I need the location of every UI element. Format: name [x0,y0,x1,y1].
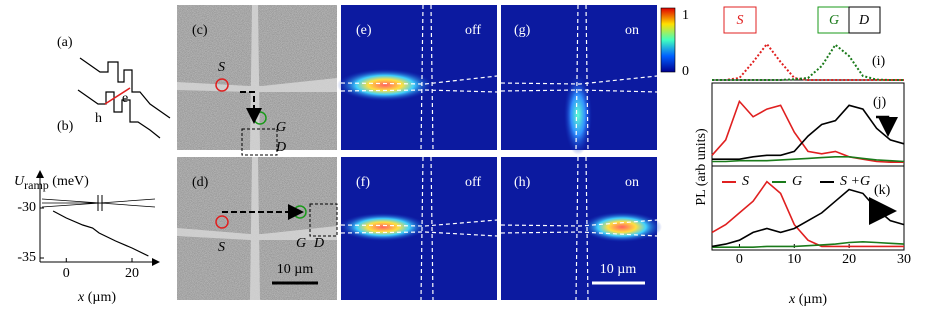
data-line [711,99,904,163]
data-line [711,188,905,248]
x-tick-label: 10 [787,252,801,267]
data-line [712,104,905,160]
site-label: G [276,120,286,135]
data-line [712,240,905,248]
panel-label: (c) [192,23,208,38]
legend-label: S [742,174,749,189]
box-label: S [737,13,744,28]
x-tick-label: 30 [897,252,911,267]
data-line [712,42,904,81]
carrier-label: h [95,111,102,126]
x-axis-label: x (µm) [788,292,827,307]
site-label: S [218,60,225,75]
state-label: on [625,23,639,38]
pl-axes [711,6,905,251]
panel-label: (e) [356,23,372,38]
state-label: off [465,23,481,38]
scale-bar-label: 10 µm [277,262,314,277]
legend-label: S +G [840,174,870,189]
data-line [52,210,149,257]
y-tick-label: -30 [17,200,36,215]
site-label: S [218,240,225,255]
colorbar-label: 1 [682,8,689,23]
box-label: D [858,13,869,28]
panel-label: (g) [514,23,531,38]
x-tick-label: 0 [63,266,70,281]
panel-label: (a) [57,35,73,50]
site-label: D [275,140,286,155]
x-tick-label: 20 [125,266,139,281]
panel-label: (b) [57,119,74,134]
panel-label: (j) [873,95,887,110]
sem-images [177,5,338,300]
y-axis-label: Uramp (meV) [14,174,89,192]
colorbar-label: 0 [682,64,689,79]
scale-bar-label: 10 µm [600,262,637,277]
site-label: G [296,236,306,251]
site-label: D [313,236,324,251]
panel-label: (h) [514,175,531,190]
panel-label: (d) [192,175,209,190]
panel-label: (k) [874,183,891,198]
legend-label: G [792,174,802,189]
pl-maps [337,4,676,301]
x-tick-label: 20 [842,252,856,267]
y-tick-label: -35 [17,250,36,265]
data-line [712,43,904,81]
state-label: off [465,175,481,190]
schematic [77,57,171,139]
state-label: on [625,175,639,190]
panel-label: (i) [872,54,886,69]
data-line [712,156,905,163]
carrier-label: e [122,91,128,106]
x-axis-label: x (µm) [77,290,116,305]
data-line [711,180,904,248]
panel-label: (f) [356,175,370,190]
y-axis-label: PL (arb units) [694,128,709,206]
box-label: G [829,13,839,28]
axes [36,170,160,266]
x-tick-label: 0 [736,252,743,267]
